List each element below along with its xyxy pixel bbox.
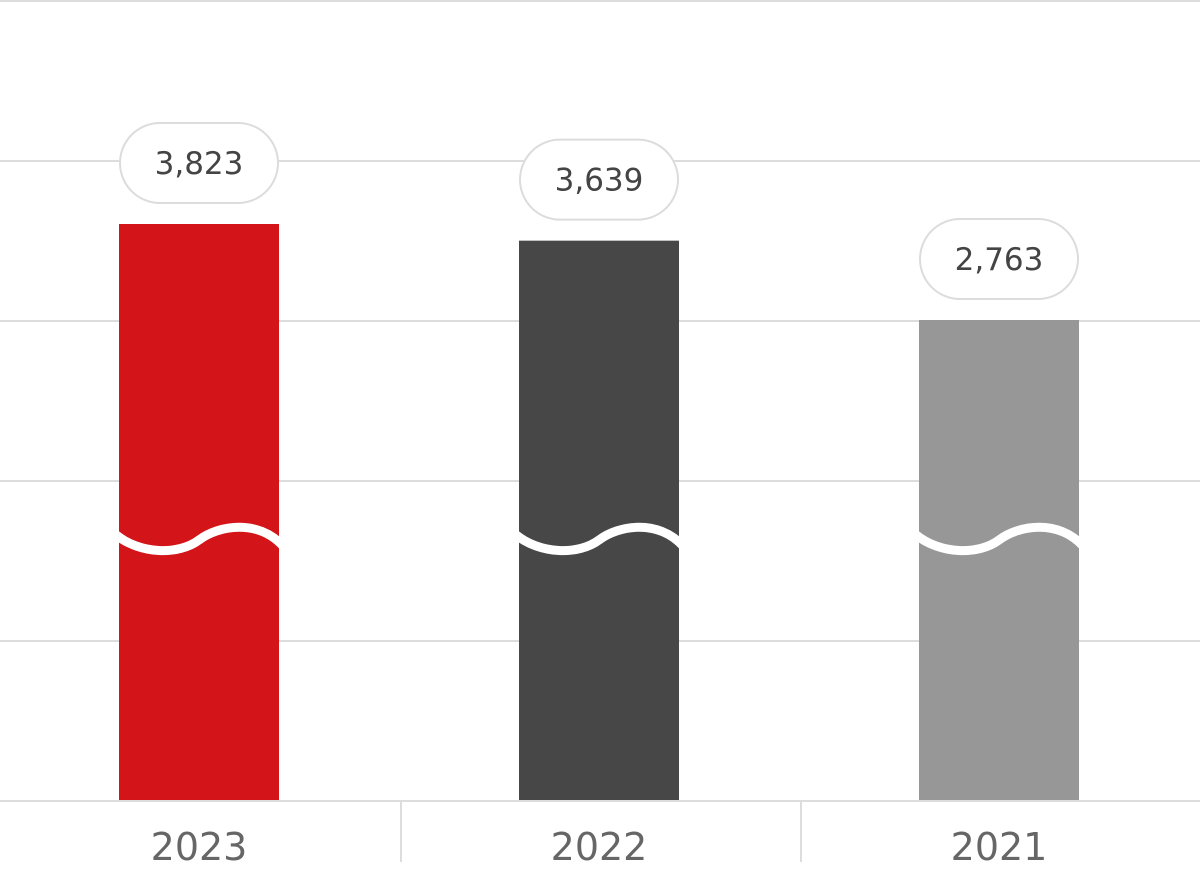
axis-break-marks xyxy=(112,522,1087,555)
value-label: 3,823 xyxy=(155,146,244,182)
bar-2022 xyxy=(519,240,679,801)
bar-2023 xyxy=(119,224,279,801)
x-tick-label: 2022 xyxy=(551,825,648,869)
value-label: 3,639 xyxy=(555,163,644,199)
bars xyxy=(119,224,1079,801)
bar-2021 xyxy=(919,320,1079,801)
value-label-pill xyxy=(119,122,279,204)
value-labels: 3,823 3,639 2,763 xyxy=(119,122,1079,300)
value-label: 2,763 xyxy=(955,242,1044,278)
value-label-pill xyxy=(919,218,1079,300)
value-label-pill xyxy=(519,138,679,221)
x-tick-label: 2021 xyxy=(951,825,1048,869)
x-tick-label: 2023 xyxy=(151,825,248,869)
axis-break-mark xyxy=(512,522,687,555)
axis-break-mark xyxy=(912,522,1087,555)
axis-break-mark xyxy=(112,522,287,555)
x-axis: 2023 2022 2021 xyxy=(0,800,1200,869)
